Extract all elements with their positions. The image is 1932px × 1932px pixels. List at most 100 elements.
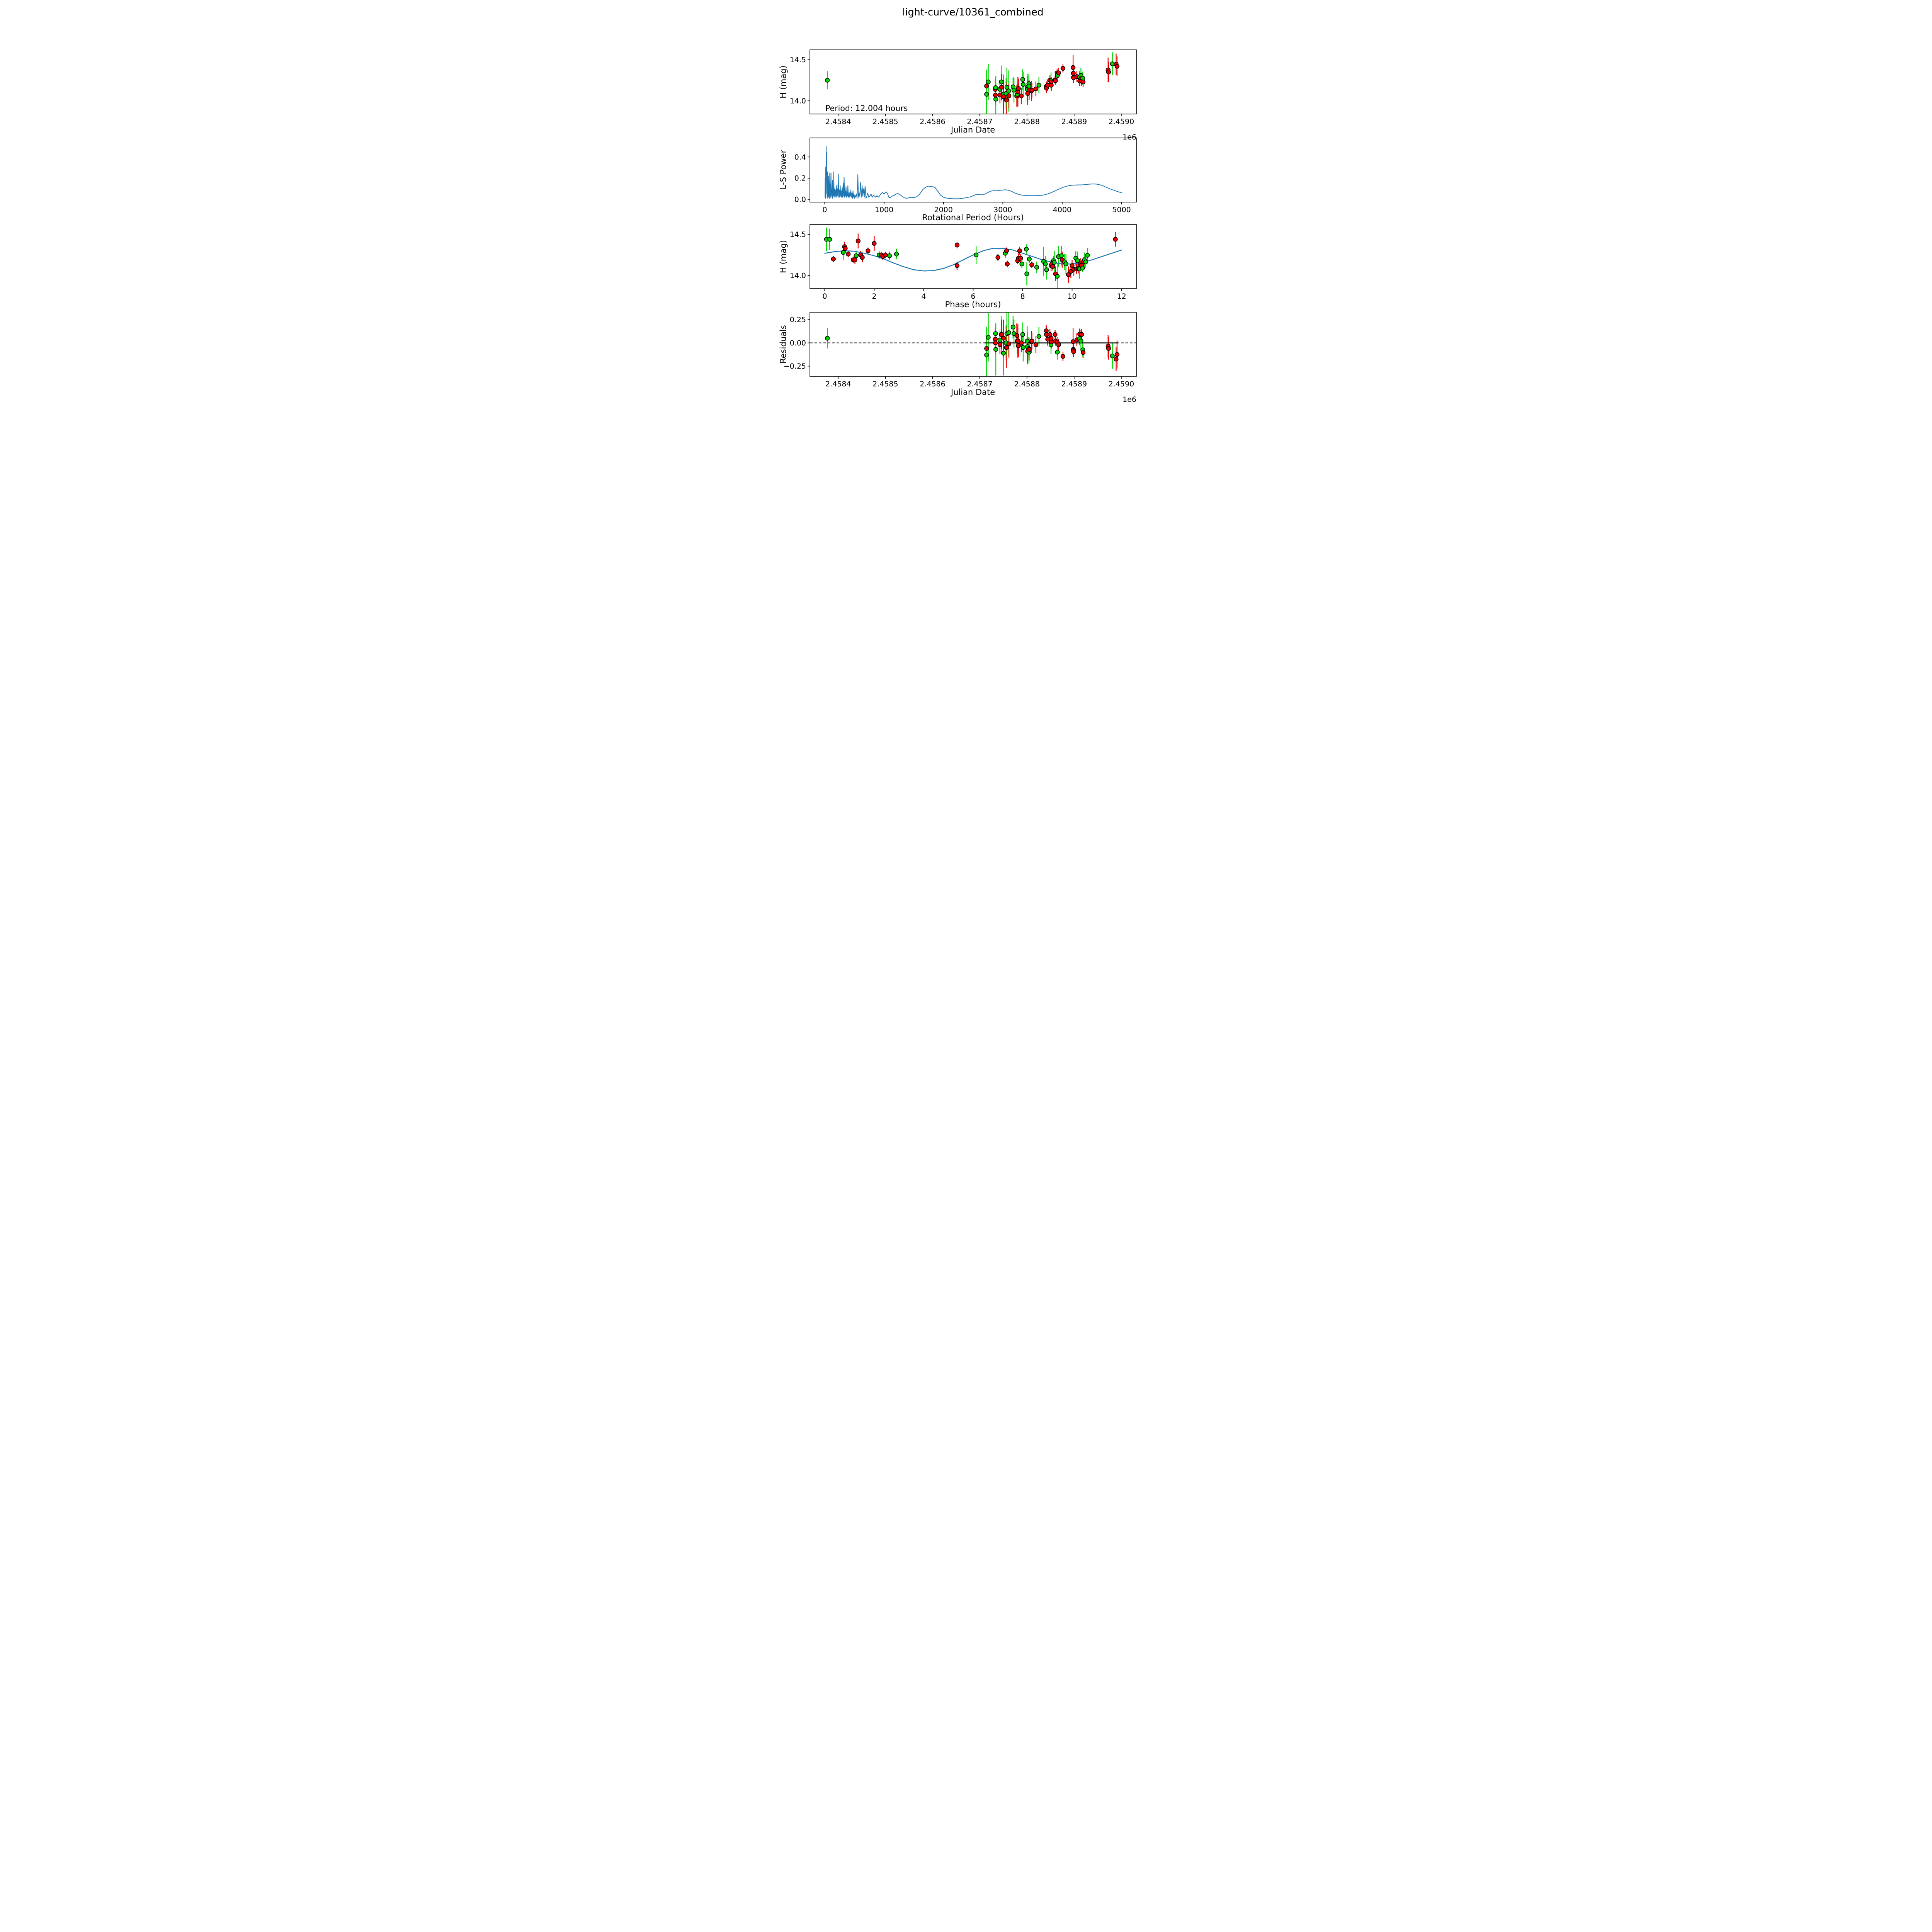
data-point-green [1024, 271, 1029, 276]
data-point-red [1016, 86, 1021, 91]
data-point-red [1001, 94, 1006, 99]
data-point-green [986, 79, 991, 85]
data-point-green [974, 252, 979, 257]
panel4-axis-offset: 1e6 [1122, 395, 1136, 404]
data-point-red [1070, 263, 1075, 268]
lightcurve-x-tick-label: 2.4585 [872, 117, 898, 126]
data-point-red [1005, 262, 1010, 267]
data-point-green [1043, 262, 1048, 267]
data-point-green [984, 352, 989, 357]
data-point-green [1083, 259, 1088, 264]
data-point-green [1055, 350, 1060, 355]
data-point-green [1020, 77, 1025, 82]
data-point-green [1001, 350, 1006, 355]
periodogram-axes-frame [810, 138, 1137, 202]
data-point-red [860, 255, 865, 260]
data-point-green [1012, 88, 1017, 93]
data-point-red [1006, 341, 1012, 346]
residuals-x-tick-label: 2.4589 [1061, 380, 1087, 388]
data-point-green [1004, 85, 1009, 90]
data-point-red [1071, 339, 1076, 344]
data-point-green [825, 336, 830, 341]
data-point-red [997, 342, 1002, 347]
data-point-red [993, 340, 998, 345]
data-point-red [1060, 354, 1065, 359]
data-point-green [1063, 262, 1068, 267]
data-point-green [1075, 258, 1080, 263]
panel-lightcurve: 2.4584 2.4585 2.4586 2.4587 2.4588 2.4589 2.45… [790, 49, 1137, 126]
data-point-green [1044, 267, 1049, 272]
data-point-green [1027, 257, 1032, 262]
data-point-red [855, 238, 861, 243]
data-point-red [1018, 256, 1023, 261]
data-point-red [1049, 339, 1054, 345]
data-point-red [984, 346, 989, 351]
data-point-red [852, 257, 857, 262]
data-point-green [841, 250, 846, 255]
phase-folded-x-tick-label: 8 [1020, 292, 1025, 301]
data-point-red [846, 252, 851, 257]
data-point-red [1033, 86, 1039, 92]
data-point-red [1050, 264, 1055, 269]
data-point-red [1004, 97, 1009, 102]
residuals-y-tick-label: −0.25 [784, 362, 806, 371]
lightcurve-x-tick-label: 2.4588 [1014, 117, 1039, 126]
lightcurve-x-tick-label: 2.4589 [1061, 117, 1087, 126]
data-point-green [825, 78, 830, 83]
data-point-red [1079, 332, 1084, 337]
data-point-green [993, 331, 998, 336]
phase-folded-y-tick-label: 14.0 [790, 271, 806, 280]
data-point-green [1078, 338, 1083, 344]
data-point-red [1066, 272, 1071, 277]
residuals-x-tick-label: 2.4586 [920, 380, 945, 388]
data-point-green [1019, 262, 1024, 267]
data-point-green [1006, 88, 1011, 94]
lightcurve-data-layer [825, 52, 1120, 114]
periodogram-x-tick-label: 4000 [1053, 206, 1071, 214]
data-point-green [1110, 353, 1115, 359]
data-point-green [1026, 83, 1031, 88]
data-point-green [1020, 345, 1026, 350]
residuals-data-layer [810, 312, 1136, 376]
phase-folded-x-tick-label: 2 [872, 292, 876, 301]
data-point-green [999, 79, 1004, 85]
data-point-green [993, 85, 998, 90]
data-point-red [1071, 71, 1076, 76]
data-point-red [993, 92, 998, 98]
lightcurve-y-tick-label: 14.5 [790, 56, 806, 64]
residuals-y-tick-label: 0.25 [790, 316, 806, 324]
periodogram-data-layer [825, 146, 1122, 199]
data-point-green [827, 237, 832, 242]
residuals-x-tick-label: 2.4587 [967, 380, 992, 388]
data-point-red [995, 255, 1000, 260]
data-point-red [954, 243, 959, 248]
panel2-xaxis-label: Rotational Period (Hours) [922, 213, 1024, 222]
data-point-red [999, 332, 1004, 337]
data-point-red [1016, 343, 1021, 348]
data-point-red [1029, 338, 1034, 344]
periodogram-line [825, 146, 1122, 199]
data-point-red [883, 252, 888, 257]
residuals-x-tick-label: 2.4590 [1109, 380, 1134, 388]
panel-periodogram: 0 1000 2000 3000 4000 5000 0.0 0.2 0.4 [794, 138, 1137, 214]
data-point-green [993, 347, 998, 352]
light-curve-figure: light-curve/10361_combined Julian Date 1… [779, 7, 1137, 404]
panel3-yaxis-label: H (mag) [779, 240, 788, 273]
periodogram-y-tick-label: 0.4 [794, 153, 806, 162]
data-point-red [1060, 66, 1065, 71]
panel-phase-folded: 0 2 4 6 8 10 12 14.0 14.5 [790, 224, 1137, 301]
data-point-green [887, 253, 892, 258]
data-point-green [1020, 332, 1025, 337]
lightcurve-x-tick-label: 2.4586 [920, 117, 945, 126]
data-point-red [984, 83, 989, 88]
data-point-red [1033, 342, 1039, 347]
data-point-green [1059, 253, 1064, 258]
panel1-yaxis-label: H (mag) [779, 65, 788, 99]
periodogram-x-tick-label: 0 [822, 206, 827, 214]
panel3-xaxis-label: Phase (hours) [945, 300, 1001, 309]
data-point-red [1019, 340, 1024, 345]
phase-folded-y-tick-label: 14.5 [790, 230, 806, 239]
data-point-green [1020, 82, 1026, 87]
data-point-red [1114, 64, 1120, 69]
data-point-red [831, 257, 836, 262]
